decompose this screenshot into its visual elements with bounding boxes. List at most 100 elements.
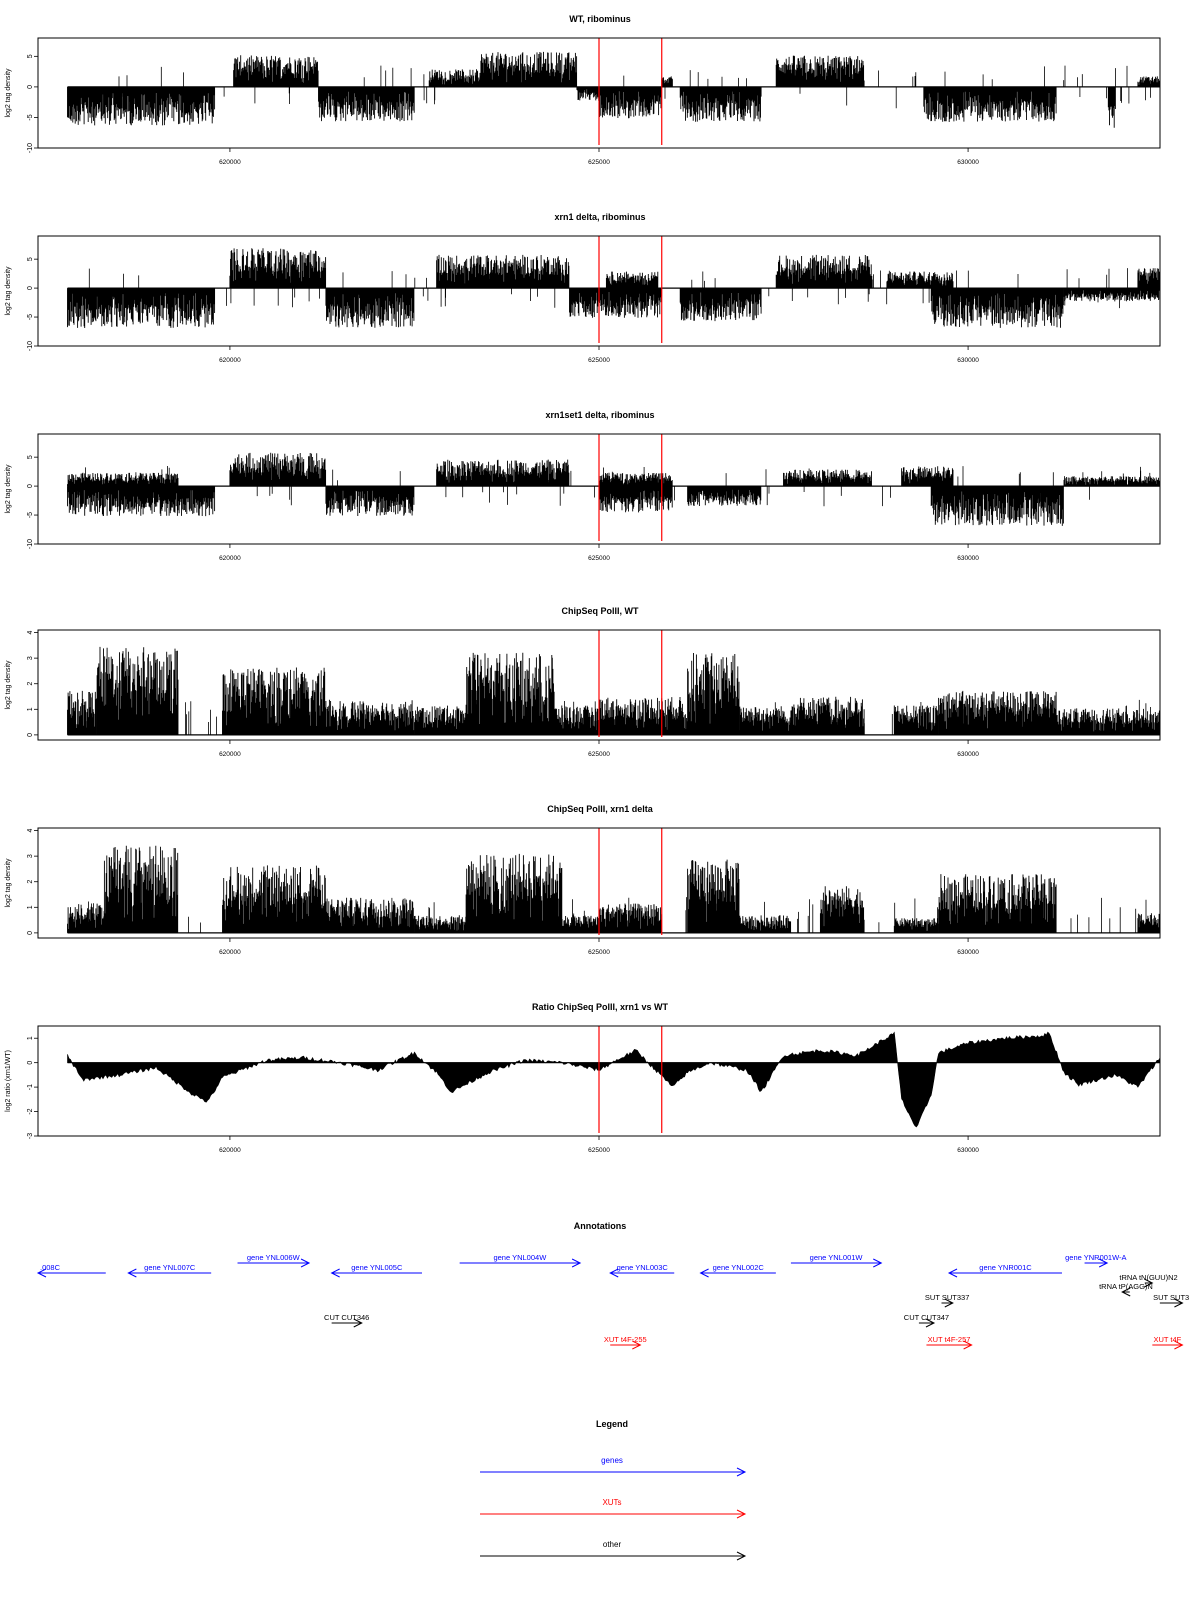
x-tick-label: 620000 (219, 751, 241, 758)
y-axis-label: log2 tag density (5, 858, 12, 908)
annotation-feature: gene YNL004W (459, 1253, 582, 1268)
x-tick-label: 625000 (588, 555, 610, 562)
annotation-feature: tRNA tN(GUU)N2 (1119, 1273, 1178, 1288)
annotation-label: gene YNL004W (493, 1253, 547, 1262)
arrow-head (699, 1268, 709, 1278)
signal-segment (67, 486, 216, 517)
y-tick-label: -5 (27, 314, 34, 320)
signal-segment (325, 486, 415, 516)
panel-title: WT, ribominus (569, 14, 631, 24)
annotation-feature: tRNA tP(AGG)N (1099, 1282, 1153, 1297)
arrow-head (873, 1258, 883, 1268)
signal-segment (938, 690, 1057, 735)
annotation-label: gene YNL005C (351, 1263, 403, 1272)
data-marks (67, 845, 1160, 933)
signal-segment (930, 486, 1064, 526)
signal-segment (687, 859, 740, 933)
y-tick-label: 2 (27, 880, 34, 884)
signal-segment (1107, 86, 1116, 128)
x-tick-label: 625000 (588, 751, 610, 758)
y-axis-label: log2 ratio (xrn1/WT) (5, 1050, 12, 1112)
y-tick-label: 5 (27, 455, 34, 459)
x-tick-label: 620000 (219, 949, 241, 956)
y-tick-label: 1 (27, 905, 34, 909)
signal-segment (1063, 288, 1160, 302)
annotation-feature: CUT CUT347 (904, 1313, 949, 1328)
ratio-area (67, 1031, 1160, 1128)
signal-segment (414, 705, 467, 735)
legend-arrow-head (736, 1509, 747, 1519)
y-tick-label: 0 (27, 286, 34, 290)
annotation-label: tRNA tP(AGG)N (1099, 1282, 1153, 1291)
annotation-feature: CUT CUT346 (324, 1313, 369, 1328)
y-tick-label: -5 (27, 512, 34, 518)
arrow-head (963, 1340, 973, 1350)
panel-title: xrn1 delta, ribominus (554, 212, 645, 222)
signal-segment (1063, 476, 1160, 487)
y-axis-label: log2 tag density (5, 660, 12, 710)
signal-segment (569, 288, 663, 318)
signal-segment (67, 288, 216, 328)
panel-title: xrn1set1 delta, ribominus (545, 410, 654, 420)
signal-segment (901, 466, 954, 487)
signal-segment (930, 288, 1064, 328)
annotation-label: CUT CUT347 (904, 1313, 949, 1322)
annotation-feature: SUT SUT3 (1153, 1293, 1189, 1308)
legend-arrow-head (736, 1467, 747, 1477)
signal-segment (661, 76, 673, 87)
data-marks (67, 1031, 1160, 1128)
annotation-feature: .008C (36, 1263, 106, 1278)
annotation-feature: gene YNL001W (790, 1253, 883, 1268)
legend-arrow-head (736, 1551, 747, 1561)
x-tick-label: 625000 (588, 357, 610, 364)
annotation-label: gene YNR001W-A (1065, 1253, 1126, 1262)
panel-ratio_xrn1_wt: Ratio ChipSeq PolII, xrn1 vs WT log2 rati… (5, 1002, 1161, 1154)
legend-label: XUTs (602, 1498, 621, 1507)
arrow-head (1121, 1287, 1131, 1297)
annotation-label: XUT t4F-255 (604, 1335, 647, 1344)
signal-segment (679, 86, 762, 122)
signal-segment (480, 51, 578, 87)
y-tick-label: -10 (27, 341, 34, 351)
signal-segment (561, 915, 600, 933)
annotation-feature: gene YNR001W-A (1065, 1253, 1127, 1268)
y-tick-label: -2 (27, 1108, 34, 1114)
signal-segment (554, 705, 599, 735)
signal-segment (893, 918, 939, 933)
legend-entry: other (480, 1540, 747, 1561)
signal-segment (229, 452, 327, 487)
signal-segment (1137, 913, 1160, 933)
x-tick-label: 625000 (588, 949, 610, 956)
signal-segment (222, 865, 326, 933)
sparse-signal (82, 897, 1152, 933)
arrow-head (944, 1298, 954, 1308)
signal-segment (325, 288, 415, 328)
sparse-signal (88, 268, 1142, 309)
annotation-label: gene YNL006W (247, 1253, 301, 1262)
arrow-head (571, 1258, 582, 1268)
y-tick-label: -1 (27, 1084, 34, 1090)
annotation-label: tRNA tN(GUU)N2 (1119, 1273, 1177, 1282)
y-tick-label: 3 (27, 656, 34, 660)
signal-segment (436, 459, 570, 487)
annotation-label: SUT SUT3 (1153, 1293, 1189, 1302)
annotation-feature: gene YNL005C (330, 1263, 422, 1278)
arrow-head (36, 1268, 47, 1278)
sparse-signal (72, 65, 1151, 109)
signal-segment (96, 646, 179, 735)
signal-segment (605, 271, 659, 289)
annotation-label: gene YNL003C (617, 1263, 669, 1272)
y-tick-label: 5 (27, 54, 34, 58)
signal-segment (790, 696, 865, 735)
x-tick-label: 630000 (957, 751, 979, 758)
signal-segment (428, 69, 482, 87)
annotation-label: .008C (40, 1263, 61, 1272)
signal-segment (67, 86, 216, 126)
signal-segment (414, 915, 467, 933)
annotation-feature: XUT t4F (1152, 1335, 1184, 1350)
x-tick-label: 630000 (957, 159, 979, 166)
y-tick-label: 3 (27, 854, 34, 858)
annotation-label: CUT CUT346 (324, 1313, 369, 1322)
annotation-feature: gene YNL003C (609, 1263, 675, 1278)
x-tick-label: 620000 (219, 1147, 241, 1154)
